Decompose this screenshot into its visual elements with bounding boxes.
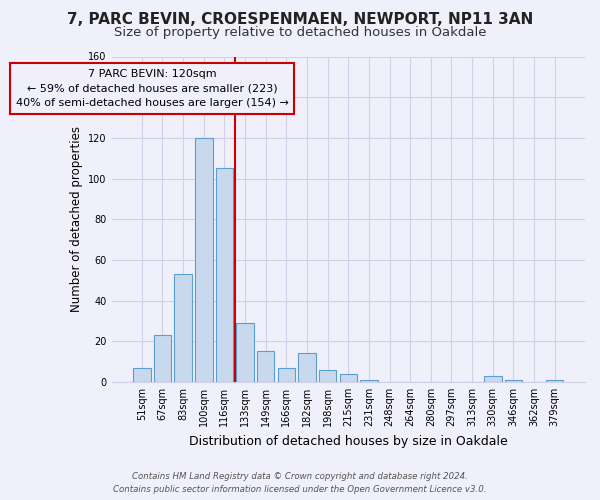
Text: Contains HM Land Registry data © Crown copyright and database right 2024.
Contai: Contains HM Land Registry data © Crown c… <box>113 472 487 494</box>
X-axis label: Distribution of detached houses by size in Oakdale: Distribution of detached houses by size … <box>189 434 508 448</box>
Bar <box>133 368 151 382</box>
Bar <box>484 376 502 382</box>
Bar <box>257 352 274 382</box>
Bar <box>298 354 316 382</box>
Bar <box>505 380 522 382</box>
Bar <box>360 380 377 382</box>
Text: 7, PARC BEVIN, CROESPENMAEN, NEWPORT, NP11 3AN: 7, PARC BEVIN, CROESPENMAEN, NEWPORT, NP… <box>67 12 533 28</box>
Y-axis label: Number of detached properties: Number of detached properties <box>70 126 83 312</box>
Bar <box>340 374 357 382</box>
Text: 7 PARC BEVIN: 120sqm
← 59% of detached houses are smaller (223)
40% of semi-deta: 7 PARC BEVIN: 120sqm ← 59% of detached h… <box>16 68 289 108</box>
Bar <box>278 368 295 382</box>
Bar <box>175 274 192 382</box>
Bar <box>195 138 212 382</box>
Bar <box>154 335 171 382</box>
Bar <box>546 380 563 382</box>
Text: Size of property relative to detached houses in Oakdale: Size of property relative to detached ho… <box>114 26 486 39</box>
Bar <box>319 370 337 382</box>
Bar <box>215 168 233 382</box>
Bar <box>236 323 254 382</box>
